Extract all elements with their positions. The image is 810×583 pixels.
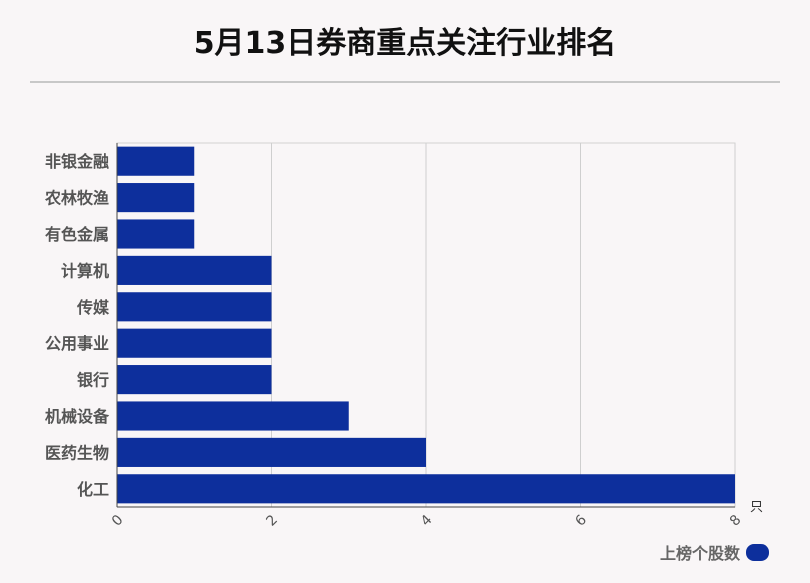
category-label: 公用事业 [45,334,109,353]
chart-title: 5月13日券商重点关注行业排名 [193,26,617,61]
category-label: 有色金属 [45,225,109,244]
bar [117,474,735,504]
category-label: 传媒 [76,298,110,317]
x-unit-label: 只 [750,500,763,515]
bar [117,255,272,285]
x-tick-label: 6 [572,512,590,530]
category-label: 机械设备 [45,407,110,426]
bar [117,437,426,467]
bar [117,365,272,395]
category-label: 非银金融 [45,152,109,171]
category-label: 计算机 [61,261,109,280]
category-label: 银行 [77,371,109,390]
bar [117,292,272,322]
bar [117,146,195,176]
bar [117,328,272,358]
x-tick-label: 0 [109,512,127,530]
category-label: 化工 [77,480,109,499]
legend-swatch [746,543,769,561]
x-tick-label: 8 [727,512,745,530]
x-tick-label: 4 [418,512,436,530]
legend[interactable]: 上榜个股数 [660,540,769,564]
x-tick-label: 2 [263,512,281,530]
bar [117,401,349,431]
legend-label: 上榜个股数 [659,544,740,563]
title-divider [30,81,780,83]
category-label: 农林牧渔 [44,189,109,208]
bar [117,183,195,213]
bar [117,219,195,249]
category-label: 医药生物 [45,443,109,462]
